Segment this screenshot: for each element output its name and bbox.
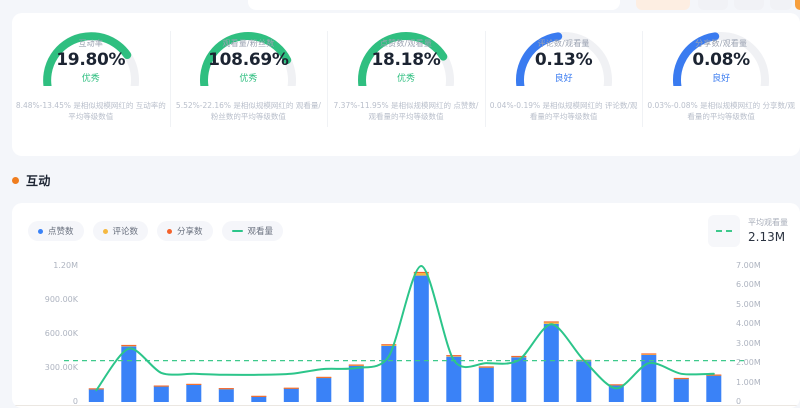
average-views-indicator: 平均观看量 2.13M	[708, 215, 788, 247]
gauge-benchmark-text: 0.04%-0.19% 是相似规模网红的 评论数/观看量的平均等级数值	[489, 101, 638, 121]
y-axis-left-tick: 600.00K	[44, 329, 78, 338]
top-chrome-pill	[248, 0, 620, 10]
gauge-title: 评论数/观看量	[537, 39, 590, 48]
bullet-icon	[12, 177, 19, 184]
gauge-card-2: 观看量/粉丝数 108.69% 优秀 5.52%-22.16% 是相似规模网红的…	[169, 13, 328, 156]
gauge-title: 分享数/观看量	[695, 39, 748, 48]
gauge-benchmark-text: 7.37%-11.95% 是相似规模网红的 点赞数/观看量的平均等级数值	[333, 101, 479, 121]
gauge-value: 0.08%	[692, 50, 750, 70]
gauge-benchmark-text: 0.03%-0.08% 是相似规模网红的 分享数/观看量的平均等级数值	[647, 101, 795, 121]
legend-label: 观看量	[247, 227, 274, 237]
top-chrome-chip-highlight[interactable]	[636, 0, 690, 10]
gauge-grade-badge: 优秀	[396, 74, 415, 84]
top-chrome-chip[interactable]	[698, 0, 728, 10]
legend-dot-icon	[167, 228, 173, 234]
legend-item-观看量[interactable]: 观看量	[221, 221, 284, 241]
gauge-value: 0.13%	[534, 50, 593, 70]
gauge-dial: 点赞数/观看量 18.18% 优秀	[348, 24, 464, 86]
y-axis-left-tick: 1.20M	[53, 261, 78, 270]
chart-legend: 点赞数 评论数 分享数 观看量	[28, 221, 284, 241]
top-chrome-chip[interactable]	[734, 0, 764, 10]
y-axis-left-tick: 900.00K	[44, 295, 78, 304]
x-axis-line	[12, 405, 800, 406]
legend-dot-icon	[102, 228, 108, 234]
legend-label: 分享数	[177, 227, 203, 237]
interaction-chart-card: 点赞数 评论数 分享数 观看量 平均观看量 2.13M 0 300.00K 600.00K…	[12, 203, 800, 408]
y-axis-left-tick: 300.00K	[44, 363, 78, 372]
gauge-dial: 观看量/粉丝数 108.69% 优秀	[190, 24, 306, 86]
gauge-card-1: 互动率 19.80% 优秀 8.48%-13.45% 是相似规模网红的 互动率的…	[12, 13, 170, 156]
gauge-card-4: 评论数/观看量 0.13% 良好 0.04%-0.19% 是相似规模网红的 评论…	[484, 13, 643, 156]
gauge-card-3: 点赞数/观看量 18.18% 优秀 7.37%-11.95% 是相似规模网红的 …	[327, 13, 485, 156]
top-chrome-strip	[0, 0, 800, 14]
gauge-grade-badge: 优秀	[239, 74, 258, 84]
legend-label: 评论数	[112, 227, 139, 237]
top-chrome-chip-accent[interactable]	[795, 0, 800, 10]
gauge-value: 18.18%	[371, 50, 441, 70]
y-axis-right-tick: 2.00M	[736, 358, 761, 368]
gauge-benchmark-text: 8.48%-13.45% 是相似规模网红的 互动率的平均等级数值	[15, 101, 166, 121]
gauge-metrics-card: 互动率 19.80% 优秀 8.48%-13.45% 是相似规模网红的 互动率的…	[12, 13, 800, 156]
legend-line-icon	[231, 230, 243, 232]
gauge-row: 互动率 19.80% 优秀 8.48%-13.45% 是相似规模网红的 互动率的…	[12, 13, 800, 156]
legend-item-分享数[interactable]: 分享数	[157, 221, 213, 241]
top-chrome-chip[interactable]	[770, 0, 792, 10]
gauge-grade-badge: 良好	[712, 74, 731, 84]
gauge-dial: 分享数/观看量 0.08% 良好	[663, 24, 779, 86]
y-axis-right-tick: 0	[736, 397, 742, 406]
gauge-dial: 评论数/观看量 0.13% 良好	[506, 24, 622, 86]
y-axis-left-tick: 0	[72, 397, 78, 406]
gauge-title: 点赞数/观看量	[379, 39, 433, 48]
gauge-benchmark-text: 5.52%-22.16% 是相似规模网红的 观看量/粉丝数的平均等级数值	[175, 101, 321, 121]
gauge-title: 互动率	[78, 39, 104, 48]
dashed-line-icon	[708, 215, 740, 247]
y-axis-right-tick: 7.00M	[736, 261, 761, 270]
legend-label: 点赞数	[48, 227, 74, 237]
legend-item-评论数[interactable]: 评论数	[92, 221, 149, 241]
y-axis-right-tick: 5.00M	[736, 299, 761, 309]
gauge-dial: 互动率 19.80% 优秀	[33, 24, 149, 86]
gauge-value: 19.80%	[56, 50, 126, 70]
gauge-card-5: 分享数/观看量 0.08% 良好 0.03%-0.08% 是相似规模网红的 分享…	[642, 13, 800, 156]
chart-plot-area[interactable]: 0 300.00K 600.00K 900.00K 1.20M 0 1.00M 2.00M 3.…	[12, 258, 800, 408]
legend-item-点赞数[interactable]: 点赞数	[28, 221, 84, 241]
legend-dot-icon	[38, 228, 43, 234]
gauge-title: 观看量/粉丝数	[222, 39, 275, 48]
y-axis-right-tick: 4.00M	[736, 319, 761, 329]
y-axis-right-tick: 1.00M	[736, 377, 761, 387]
gauge-value: 108.69%	[208, 50, 289, 70]
gauge-grade-badge: 良好	[554, 74, 573, 84]
average-views-label: 平均观看量	[748, 218, 788, 227]
y-axis-right-tick: 6.00M	[736, 280, 761, 290]
y-axis-right-tick: 3.00M	[736, 338, 761, 348]
section-header-interaction: 互动	[12, 172, 51, 189]
section-title: 互动	[26, 174, 51, 188]
gauge-grade-badge: 优秀	[81, 74, 100, 84]
average-views-value: 2.13M	[748, 230, 786, 244]
